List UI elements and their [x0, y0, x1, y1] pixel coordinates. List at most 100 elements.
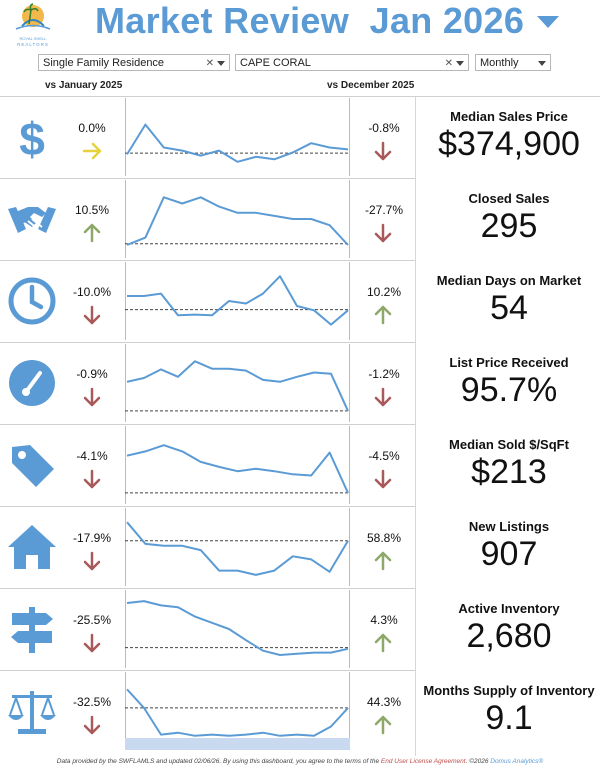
sparkline-chart	[125, 672, 350, 750]
sparkline-series	[126, 360, 349, 412]
property-type-select[interactable]: Single Family Residence ✕	[38, 54, 230, 71]
arrow-up-icon	[373, 715, 393, 735]
footer: Data provided by the SWFLAMLS and update…	[0, 758, 600, 765]
metric-value: 295	[480, 207, 538, 245]
chevron-down-icon[interactable]	[217, 61, 225, 66]
chevron-down-icon[interactable]	[456, 61, 464, 66]
arrow-down-icon	[82, 715, 102, 735]
dollar-sign-icon: $	[6, 111, 58, 165]
metric-row: -32.5% 44.3% Months Supply of Inventory 9.1	[0, 670, 600, 752]
yoy-change: -25.5%	[72, 613, 112, 627]
metric-row: -17.9% 58.8% New Listings 907	[0, 506, 600, 588]
arrow-down-icon	[373, 223, 393, 243]
sparkline-series	[126, 688, 349, 737]
page-title: Market Review Jan 2026	[95, 0, 525, 41]
column-header-mom: vs December 2025	[327, 80, 415, 91]
mom-change: -4.5%	[368, 449, 400, 463]
sparkline-series	[126, 123, 349, 163]
metric-title: Closed Sales	[468, 191, 550, 206]
gauge-icon	[6, 357, 58, 409]
sparkline-chart	[125, 344, 350, 422]
metric-value: 95.7%	[460, 371, 558, 409]
metric-value: 9.1	[485, 699, 533, 737]
period-value: Monthly	[480, 57, 519, 69]
metric-value: $213	[471, 453, 547, 491]
clear-property-type-icon[interactable]: ✕	[205, 58, 214, 69]
filter-bar: Single Family Residence ✕ CAPE CORAL ✕ M…	[0, 54, 600, 72]
metric-title: New Listings	[468, 519, 550, 534]
metric-row: -10.0% 10.2% Median Days on Market 54	[0, 260, 600, 342]
yoy-change: -10.0%	[72, 285, 112, 299]
arrow-up-icon	[373, 305, 393, 325]
yoy-change: 10.5%	[74, 203, 110, 217]
property-type-value: Single Family Residence	[43, 57, 165, 69]
row-divider	[0, 670, 415, 671]
arrow-right-icon	[82, 141, 102, 161]
row-divider	[0, 260, 415, 261]
sparkline-series	[126, 444, 349, 494]
arrow-down-icon	[373, 141, 393, 161]
metric-row: $0.0% -0.8% Median Sales Price $374,900	[0, 96, 600, 178]
svg-text:ROYAL SHELL: ROYAL SHELL	[20, 36, 48, 41]
yoy-change: 0.0%	[78, 121, 106, 135]
sparkline-chart	[125, 180, 350, 258]
metric-value: 907	[480, 535, 538, 573]
arrow-down-icon	[82, 387, 102, 407]
sparkline-band	[125, 738, 350, 750]
chevron-down-icon[interactable]	[538, 61, 546, 66]
mom-change: 44.3%	[366, 695, 402, 709]
arrow-up-icon	[82, 223, 102, 243]
yoy-change: -4.1%	[76, 449, 108, 463]
column-header-yoy: vs January 2025	[45, 80, 123, 91]
sparkline-series	[126, 600, 349, 656]
yoy-change: -32.5%	[72, 695, 112, 709]
sparkline-chart	[125, 508, 350, 586]
metric-title: Median Days on Market	[436, 273, 582, 288]
period-select[interactable]: Monthly	[475, 54, 551, 71]
mom-change: -27.7%	[364, 203, 404, 217]
metric-title: Median Sales Price	[450, 109, 568, 124]
arrow-down-icon	[82, 469, 102, 489]
metric-title: Median Sold $/SqFt	[449, 437, 569, 452]
sparkline-chart	[125, 590, 350, 668]
price-tag-icon	[6, 439, 58, 491]
arrow-down-icon	[82, 551, 102, 571]
sparkline-series	[126, 196, 349, 246]
signpost-icon	[6, 603, 58, 655]
city-select[interactable]: CAPE CORAL ✕	[235, 54, 469, 71]
arrow-down-icon	[82, 305, 102, 325]
row-divider	[0, 342, 415, 343]
metric-title: Months Supply of Inventory	[423, 683, 595, 698]
row-divider	[0, 588, 415, 589]
header: ROYAL SHELL REALTORS Market Review Jan 2…	[0, 0, 600, 50]
sparkline-chart	[125, 98, 350, 176]
metric-title: List Price Received	[449, 355, 569, 370]
license-agreement-link[interactable]: End User License Agreement	[380, 758, 466, 765]
svg-text:$: $	[19, 113, 45, 163]
footer-copyright: . ©2026	[465, 758, 491, 765]
mom-change: 10.2%	[366, 285, 402, 299]
arrow-down-icon	[373, 387, 393, 407]
domus-analytics-link[interactable]: Domus Analytics®	[490, 758, 544, 765]
row-divider	[0, 424, 415, 425]
metric-row: -25.5% 4.3% Active Inventory 2,680	[0, 588, 600, 670]
mom-change: 58.8%	[366, 531, 402, 545]
arrow-down-icon	[82, 633, 102, 653]
clear-city-icon[interactable]: ✕	[444, 58, 453, 69]
sparkline-series	[127, 275, 349, 326]
scale-icon	[6, 685, 58, 737]
yoy-change: -17.9%	[72, 531, 112, 545]
svg-text:REALTORS: REALTORS	[17, 42, 49, 47]
metric-row: -4.1% -4.5% Median Sold $/SqFt $213	[0, 424, 600, 506]
row-divider	[0, 506, 415, 507]
sparkline-series	[126, 521, 349, 576]
metric-value: $374,900	[438, 125, 580, 163]
clock-icon	[6, 275, 58, 327]
period-menu-chevron-icon[interactable]	[537, 16, 559, 28]
brand-logo: ROYAL SHELL REALTORS	[2, 2, 64, 50]
mom-change: 4.3%	[370, 613, 398, 627]
footer-text: Data provided by the SWFLAMLS and update…	[56, 758, 381, 765]
handshake-icon	[6, 193, 58, 245]
arrow-up-icon	[373, 633, 393, 653]
metric-value: 54	[490, 289, 528, 327]
